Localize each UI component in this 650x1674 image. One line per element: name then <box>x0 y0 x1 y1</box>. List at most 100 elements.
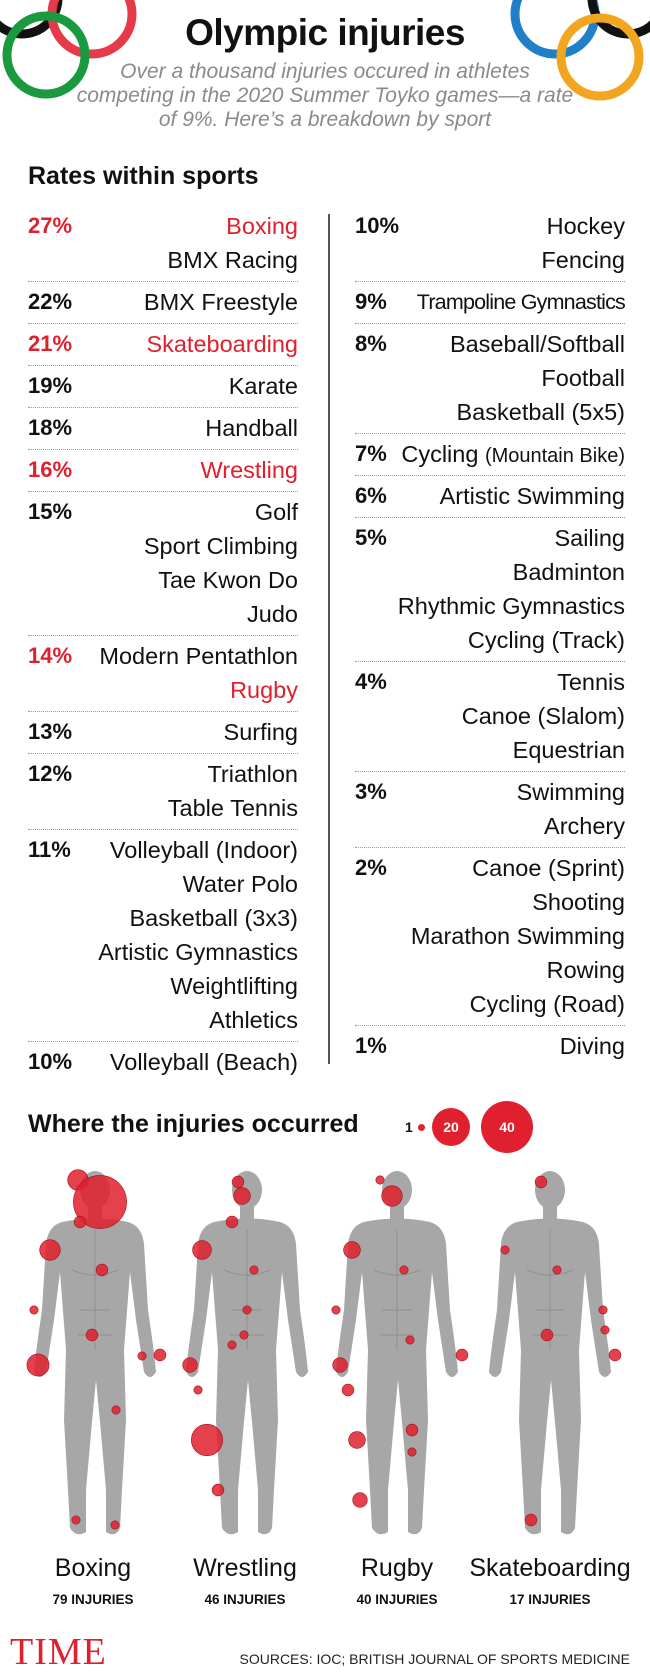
sport-name: Baseball/Softball <box>449 331 625 357</box>
sport-name: Sport Climbing <box>143 533 298 559</box>
body-silhouette <box>489 1171 611 1535</box>
rate-group: 21% Skateboarding <box>28 324 298 366</box>
rate-group: 16% Wrestling <box>28 450 298 492</box>
injury-bubble <box>225 1215 239 1229</box>
injury-bubble <box>343 1241 361 1259</box>
sport-name: Basketball (5x5) <box>456 399 626 425</box>
injury-bubble <box>332 1357 348 1373</box>
rate-group: 15% Golf Sport Climbing Tae Kwon Do Judo <box>28 492 298 636</box>
figure-label-boxing: Boxing <box>54 1554 132 1582</box>
rates-left-column: 27% Boxing BMX Racing 22% BMX Freestyle 21% Sk… <box>28 206 298 1083</box>
ring-green-left <box>2 11 90 99</box>
injuries-heading: Where the injuries occurred <box>28 1110 359 1138</box>
injury-bubble <box>73 1215 87 1229</box>
sport-name: Cycling (Track) <box>467 627 625 653</box>
rate-percent: 15% <box>28 499 73 524</box>
sport-name: Canoe (Sprint) <box>472 855 625 881</box>
rate-percent: 14% <box>28 643 73 668</box>
injury-bubble <box>190 1423 223 1456</box>
rate-group: 7% Cycling (Mountain Bike) <box>355 434 625 476</box>
sport-name: Volleyball (Beach) <box>109 1049 298 1075</box>
sport-name: Water Polo <box>182 871 298 897</box>
sport-name: Modern Pentathlon <box>99 643 298 669</box>
sport-name: Fencing <box>541 247 625 273</box>
rate-percent: 9% <box>355 289 387 314</box>
sport-name: Volleyball (Indoor) <box>109 837 298 863</box>
injury-bubble <box>405 1423 419 1437</box>
injury-bubble <box>407 1447 417 1457</box>
rate-group: 4% Tennis Canoe (Slalom) Equestrian <box>355 662 625 772</box>
injury-bubble <box>29 1305 39 1315</box>
sport-name: BMX Racing <box>167 247 298 273</box>
body-figure-rugby <box>331 1171 469 1535</box>
rate-percent: 2% <box>355 855 387 880</box>
injury-bubble <box>233 1187 251 1205</box>
page-subtitle: Over a thousand injuries occured in athl… <box>76 60 574 131</box>
time-logo: TIME <box>10 1631 107 1673</box>
rate-group: 10% Volleyball (Beach) <box>28 1042 298 1083</box>
body-figure-boxing <box>26 1169 167 1535</box>
sport-name: Sailing <box>554 525 625 551</box>
sport-name: Triathlon <box>207 761 298 787</box>
sport-name: Swimming <box>516 779 625 805</box>
sport-name: Cycling (Mountain Bike) <box>401 441 625 467</box>
injury-bubble <box>341 1383 355 1397</box>
sport-name: Karate <box>228 373 298 399</box>
rate-group: 13% Surfing <box>28 712 298 754</box>
injury-bubble <box>85 1328 99 1342</box>
rate-group: 5% Sailing Badminton Rhythmic Gymnastics Cyc… <box>355 518 625 662</box>
sport-name: Handball <box>205 415 298 441</box>
sport-name: Basketball (3x3) <box>129 905 299 931</box>
injury-bubble <box>375 1175 385 1185</box>
sport-name: Equestrian <box>512 737 625 763</box>
injury-bubble <box>111 1405 121 1415</box>
rate-percent: 13% <box>28 719 73 744</box>
injury-bubble <box>71 1515 81 1525</box>
rates-heading: Rates within sports <box>28 162 259 190</box>
rate-group: 6% Artistic Swimming <box>355 476 625 518</box>
injury-bubble <box>534 1175 548 1189</box>
figure-label-wrestling: Wrestling <box>193 1554 297 1582</box>
rate-percent: 3% <box>355 779 387 804</box>
injury-bubble <box>242 1305 252 1315</box>
olympic-rings-decoration <box>0 0 650 101</box>
figure-count-skateboarding: 17 INJURIES <box>509 1592 591 1607</box>
sport-name: Shooting <box>532 889 625 915</box>
sport-name: Tae Kwon Do <box>158 567 298 593</box>
rate-percent: 4% <box>355 669 387 694</box>
legend-label-1: 1 <box>405 1119 413 1135</box>
injury-bubble <box>95 1263 109 1277</box>
sport-name: Rowing <box>546 957 625 983</box>
rate-percent: 5% <box>355 525 387 550</box>
rate-percent: 18% <box>28 415 73 440</box>
body-silhouette <box>186 1171 308 1535</box>
sport-name: Rhythmic Gymnastics <box>397 593 625 619</box>
injury-bubble <box>26 1353 50 1377</box>
rate-group: 12% Triathlon Table Tennis <box>28 754 298 830</box>
rate-group: 11% Volleyball (Indoor) Water Polo Basketba… <box>28 830 298 1042</box>
rate-group: 18% Handball <box>28 408 298 450</box>
sport-name: Football <box>541 365 625 391</box>
rate-percent: 10% <box>355 213 400 238</box>
injury-bubble <box>227 1340 237 1350</box>
sport-name: Trampoline Gymnastics <box>416 290 626 314</box>
injury-bubble <box>352 1492 368 1508</box>
figure-count-rugby: 40 INJURIES <box>356 1592 438 1607</box>
injury-bubble <box>348 1431 366 1449</box>
sport-name: Rugby <box>230 677 298 703</box>
injury-bubble <box>608 1348 622 1362</box>
sport-name: Golf <box>254 499 298 525</box>
injury-bubble <box>405 1335 415 1345</box>
rate-percent: 22% <box>28 289 73 314</box>
injury-bubble <box>540 1328 554 1342</box>
sport-name: Wrestling <box>200 457 298 483</box>
injury-bubble <box>211 1483 225 1497</box>
body-silhouette <box>336 1171 458 1535</box>
injury-bubble <box>137 1351 147 1361</box>
rate-percent: 6% <box>355 483 387 508</box>
body-figure-wrestling <box>182 1171 308 1535</box>
sport-name: Artistic Swimming <box>439 483 625 509</box>
injury-bubble <box>182 1357 198 1373</box>
rate-group: 9% Trampoline Gymnastics <box>355 282 626 324</box>
sport-name: Canoe (Slalom) <box>461 703 625 729</box>
